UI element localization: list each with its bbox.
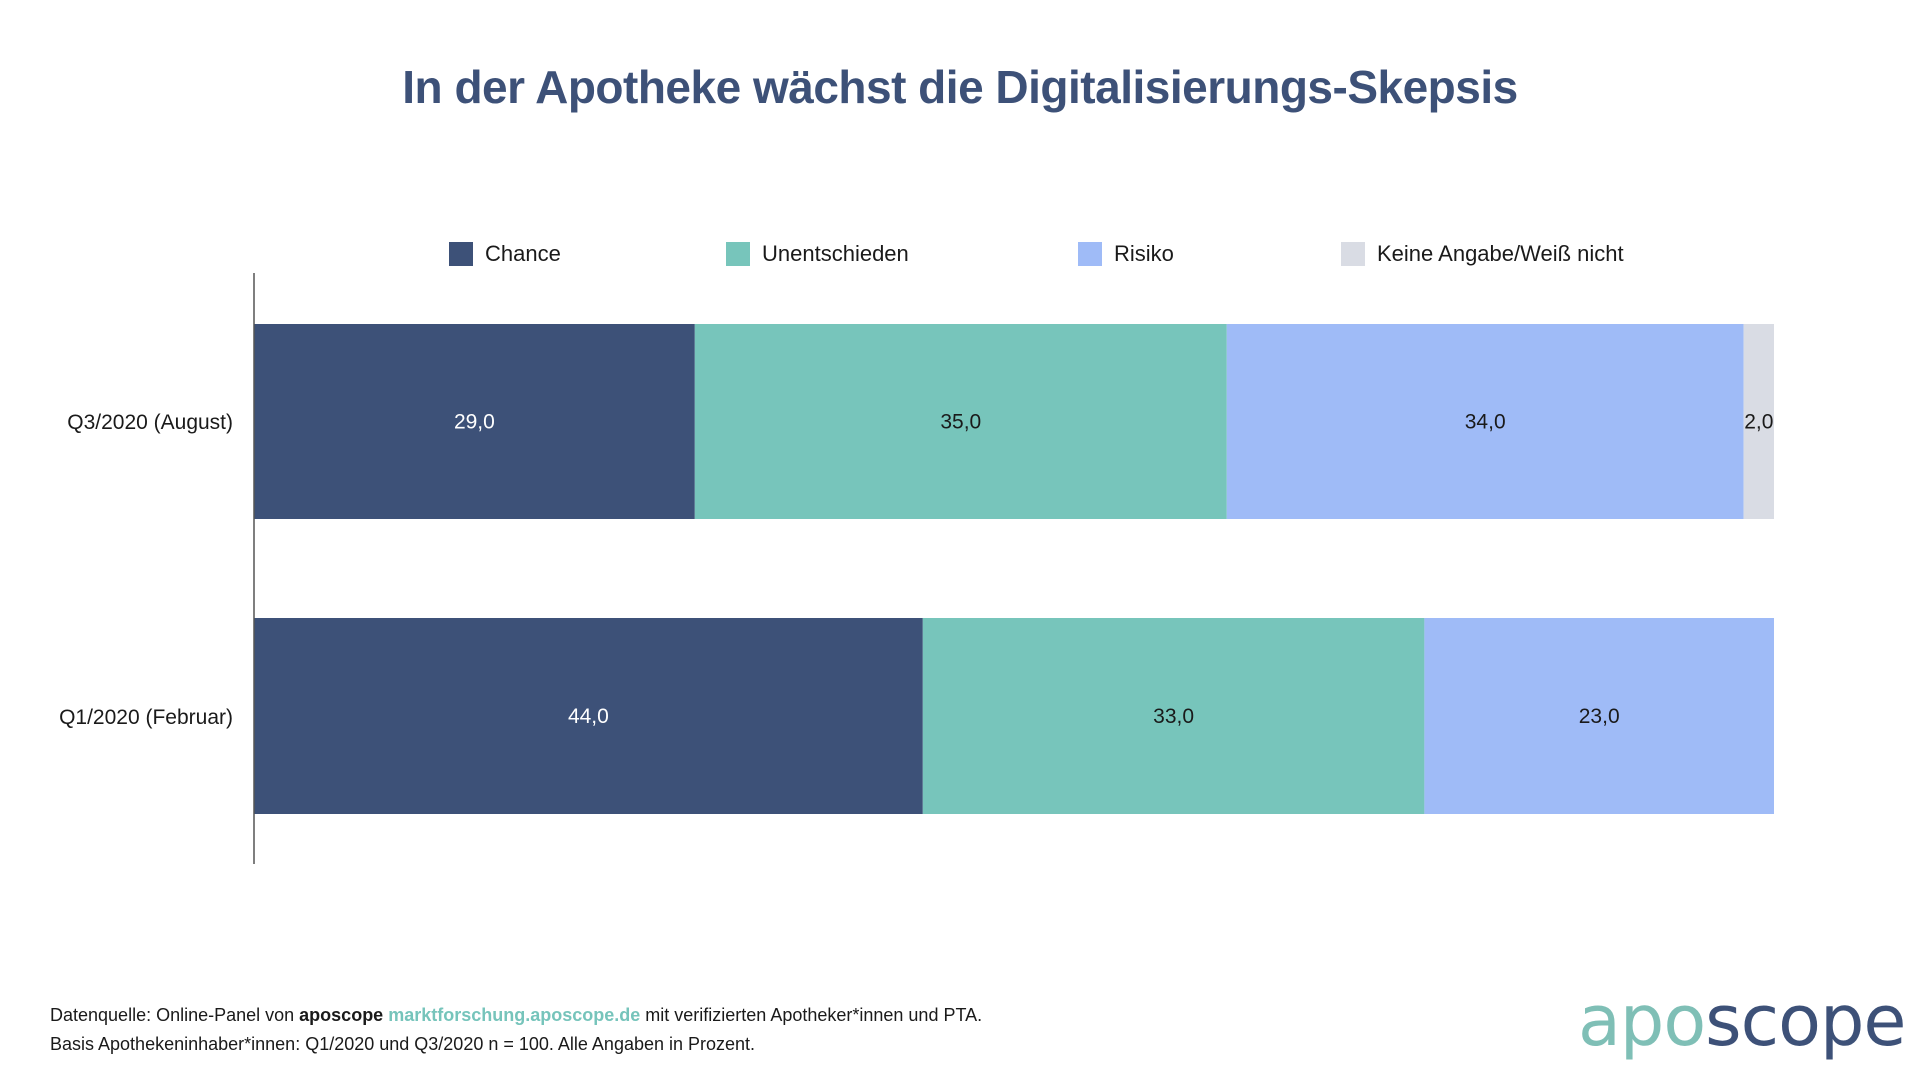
bar-segment-unentschieden-q1-2020-februar [922,618,1425,814]
bar-segment-risiko-q1-2020-februar [1424,618,1774,814]
data-label-unentschieden-q1-2020-februar: 33,0 [1153,705,1194,728]
data-label-chance-q1-2020-februar: 44,0 [568,705,609,728]
legend-swatch-keine-angabe [1341,242,1365,266]
legend-label-unentschieden: Unentschieden [762,241,909,266]
footer-source-line: Datenquelle: Online-Panel von aposcope m… [50,1005,982,1026]
legend-item-unentschieden: Unentschieden [726,241,909,267]
footer-link[interactable]: marktforschung.aposcope.de [388,1005,641,1025]
footer-brand: aposcope [299,1005,384,1025]
category-label-q1-2020: Q1/2020 (Februar) [59,706,233,729]
footer-basis-line: Basis Apothekeninhaber*innen: Q1/2020 un… [50,1034,756,1054]
logo-part-apo: apo [1578,980,1706,1062]
category-label-q3-2020: Q3/2020 (August) [67,411,233,434]
legend-swatch-risiko [1078,242,1102,266]
bar-segment-risiko-q3-2020-august [1226,324,1744,519]
legend-swatch-chance [449,242,473,266]
bar-segment-chance-q3-2020-august [254,324,695,519]
aposcope-logo: aposcope [1578,986,1906,1056]
bar-segment-chance-q1-2020-februar [254,618,923,814]
legend-swatch-unentschieden [726,242,750,266]
legend-item-chance: Chance [449,241,561,267]
bars-layer: 29,0 35,0 34,0 2,0 44,0 33,0 23,0 [254,324,1774,814]
legend-label-chance: Chance [485,241,561,266]
data-label-chance-q3-2020-august: 29,0 [454,411,495,434]
bar-segment-unentschieden-q3-2020-august [694,324,1227,519]
data-label-unentschieden-q3-2020-august: 35,0 [940,411,981,434]
data-label-risiko-q1-2020-februar: 23,0 [1579,705,1620,728]
data-label-keine-angabe-wei-nicht-q3-2020-august: 2,0 [1744,411,1773,434]
chart-title: In der Apotheke wächst die Digitalisieru… [402,61,1518,113]
legend-item-risiko: Risiko [1078,241,1174,267]
legend-label-keine-angabe: Keine Angabe/Weiß nicht [1377,241,1624,266]
bar-segment-keine-angabe-wei-nicht-q3-2020-august [1743,324,1774,519]
legend-item-keine-angabe: Keine Angabe/Weiß nicht [1341,241,1624,267]
data-label-risiko-q3-2020-august: 34,0 [1465,411,1506,434]
footer-source-suffix: mit verifizierten Apotheker*innen und PT… [640,1005,983,1025]
logo-part-scope: scope [1705,980,1906,1062]
footer-source-prefix: Datenquelle: Online-Panel von [50,1005,300,1025]
legend-label-risiko: Risiko [1114,241,1174,266]
